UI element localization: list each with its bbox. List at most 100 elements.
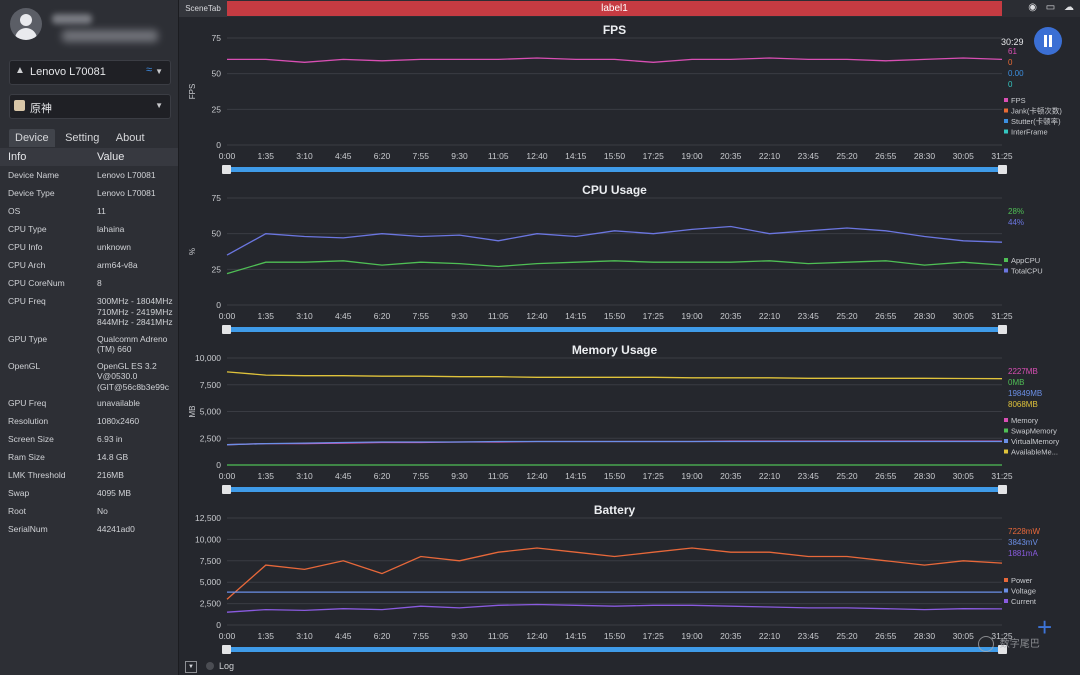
legend-swatch (1004, 268, 1008, 273)
x-tick-label: 17:25 (643, 631, 665, 641)
x-tick-label: 0:00 (219, 471, 236, 481)
location-icon[interactable]: ◉ (1028, 2, 1037, 13)
info-value: 44241ad0 (97, 524, 135, 534)
series-current-value: 3843mV (1008, 538, 1038, 547)
y-axis-label: FPS (188, 84, 197, 100)
x-tick-label: 9:30 (451, 471, 468, 481)
x-tick-label: 12:40 (526, 631, 548, 641)
x-tick-label: 28:30 (914, 311, 936, 321)
x-tick-label: 31:25 (991, 151, 1013, 161)
x-tick-label: 11:05 (488, 311, 509, 321)
y-tick-label: 50 (212, 229, 222, 239)
pause-button[interactable] (1034, 27, 1062, 55)
series-line (227, 57, 1003, 63)
scrollbar-handle-right (998, 325, 1007, 334)
info-key: Resolution (8, 416, 49, 426)
series-line (226, 603, 1003, 613)
charts-svg: FPS FPS 0 25 50 75 0:00 1:35 3:10 4:45 6:20 7:55 9:3… (188, 23, 1062, 654)
scrollbar-handle-right (998, 165, 1007, 174)
add-icon[interactable]: + (1037, 612, 1053, 642)
x-tick-label: 9:30 (451, 151, 468, 161)
legend-label: AppCPU (1011, 256, 1040, 265)
scrollbar-handle-left (222, 645, 231, 654)
x-tick-label: 7:55 (412, 311, 429, 321)
x-tick-label: 19:00 (681, 151, 703, 161)
legend-swatch (1004, 108, 1008, 113)
series-current-value: 0.00 (1008, 69, 1024, 78)
info-column-header: Info (8, 151, 27, 163)
x-tick-label: 7:55 (412, 471, 429, 481)
x-tick-label: 4:45 (335, 311, 352, 321)
legend-swatch (1004, 129, 1008, 134)
info-key: Screen Size (8, 434, 54, 444)
x-tick-label: 25:20 (836, 631, 858, 641)
y-tick-label: 2,500 (200, 433, 222, 443)
y-tick-label: 0 (216, 620, 221, 630)
log-toggle-icon[interactable] (206, 662, 214, 670)
app-icon (14, 100, 25, 111)
x-tick-label: 17:25 (643, 311, 665, 321)
info-value: 14.8 GB (97, 452, 129, 462)
tab-device[interactable]: Device (9, 129, 55, 147)
legend-label: VirtualMemory (1011, 437, 1059, 446)
x-tick-label: 3:10 (296, 311, 313, 321)
profile[interactable] (10, 8, 170, 44)
session-label-tab[interactable]: label1 (227, 1, 1002, 16)
x-tick-label: 9:30 (451, 631, 468, 641)
x-tick-label: 20:35 (720, 311, 742, 321)
x-tick-label: 0:00 (219, 151, 236, 161)
x-tick-label: 3:10 (296, 631, 313, 641)
chart-title: Memory Usage (572, 343, 658, 357)
info-value: Lenovo L70081 (97, 188, 156, 198)
y-tick-label: 12,500 (195, 513, 221, 523)
elapsed-timer: 30:29 (1001, 37, 1024, 47)
tab-about[interactable]: About (115, 132, 145, 144)
collapse-log-icon[interactable]: ▼ (185, 661, 197, 673)
x-tick-label: 11:05 (488, 471, 509, 481)
scene-tab[interactable]: SceneTab (179, 0, 227, 17)
log-label[interactable]: Log (219, 661, 235, 671)
avatar[interactable] (10, 8, 42, 40)
legend-label: InterFrame (1011, 128, 1048, 137)
legend-swatch (1004, 449, 1008, 454)
scrollbar-handle-left (222, 325, 231, 334)
y-tick-label: 25 (212, 104, 222, 114)
folder-icon[interactable]: ▭ (1045, 2, 1056, 13)
legend-swatch (1004, 418, 1008, 422)
y-tick-label: 0 (216, 300, 221, 310)
y-tick-label: 0 (216, 460, 221, 470)
series-line (226, 371, 1003, 380)
y-tick-label: 25 (212, 264, 222, 274)
x-tick-label: 23:45 (798, 471, 820, 481)
scrollbar-handle-left (222, 165, 231, 174)
legend-label: Jank(卡顿次数) (1011, 106, 1062, 116)
info-key: Root (8, 506, 26, 516)
x-tick-label: 23:45 (798, 151, 820, 161)
x-tick-label: 1:35 (257, 151, 274, 161)
x-tick-label: 17:25 (643, 151, 665, 161)
legend-swatch (1004, 98, 1008, 102)
x-tick-label: 14:15 (565, 151, 587, 161)
x-tick-label: 26:55 (875, 471, 897, 481)
scrollbar-handle-right (998, 645, 1007, 654)
x-tick-label: 19:00 (681, 311, 703, 321)
info-value: unavailable (97, 398, 141, 408)
timeline-scrollbar (227, 167, 1002, 172)
legend-swatch (1004, 428, 1008, 433)
y-axis-label: MB (188, 406, 197, 418)
cloud-icon[interactable]: ☁ (1064, 2, 1074, 13)
tab-setting[interactable]: Setting (65, 132, 100, 144)
x-tick-label: 1:35 (257, 471, 274, 481)
x-tick-label: 15:50 (604, 631, 626, 641)
legend-swatch (1004, 599, 1008, 603)
legend-label: AvailableMe... (1011, 448, 1058, 457)
app-select-label: 原神 (30, 103, 52, 115)
x-tick-label: 6:20 (374, 471, 391, 481)
app-select[interactable]: 原神 ▼ (9, 94, 171, 119)
device-select[interactable]: ▲ Lenovo L70081 ≈ ▼ (9, 60, 171, 85)
x-tick-label: 12:40 (526, 311, 548, 321)
info-value: No (97, 506, 108, 516)
scrollbar-handle-left (222, 485, 231, 494)
chevron-down-icon: ▼ (155, 101, 163, 110)
scrollbar-handle-right (998, 485, 1007, 494)
